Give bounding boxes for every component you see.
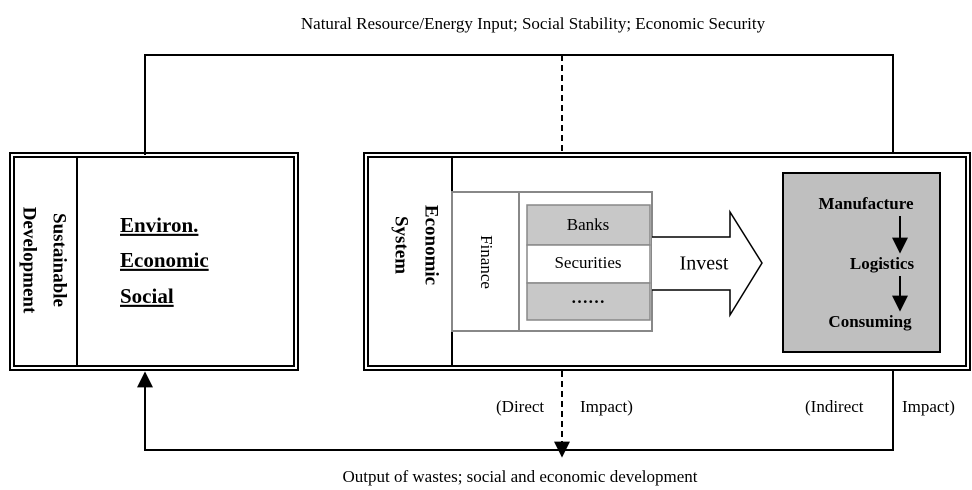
invest-arrow: [652, 209, 763, 318]
chain-box: [782, 172, 941, 353]
pillar: Environ.: [120, 213, 198, 237]
finance-label: Finance: [477, 235, 496, 289]
chain-step: Logistics: [850, 254, 915, 273]
bottom-label: Output of wastes; social and economic de…: [342, 467, 697, 486]
institution: Banks: [567, 215, 610, 234]
economic-title: System: [391, 216, 412, 274]
pillar: Economic: [120, 248, 209, 272]
impact-label: Impact): [902, 397, 955, 416]
pillar: Social: [120, 284, 174, 308]
input-arrow: [144, 54, 901, 172]
impact-label: (Direct: [496, 397, 544, 416]
impact-label: Impact): [580, 397, 633, 416]
top-label: Natural Resource/Energy Input; Social St…: [301, 14, 766, 33]
institution: ……: [571, 288, 605, 307]
finance-box: [451, 191, 653, 332]
chain-step: Manufacture: [818, 194, 914, 213]
sustainable-title: Sustainable: [49, 213, 70, 307]
output-arrow: [137, 352, 894, 451]
impact-label: (Indirect: [805, 397, 864, 416]
institution: Securities: [554, 253, 621, 272]
chain-step: Consuming: [828, 312, 912, 331]
sustainable-title: Development: [19, 207, 40, 314]
invest-label: Invest: [680, 253, 729, 275]
left-box: [9, 152, 299, 371]
economic-title: Economic: [421, 205, 442, 285]
